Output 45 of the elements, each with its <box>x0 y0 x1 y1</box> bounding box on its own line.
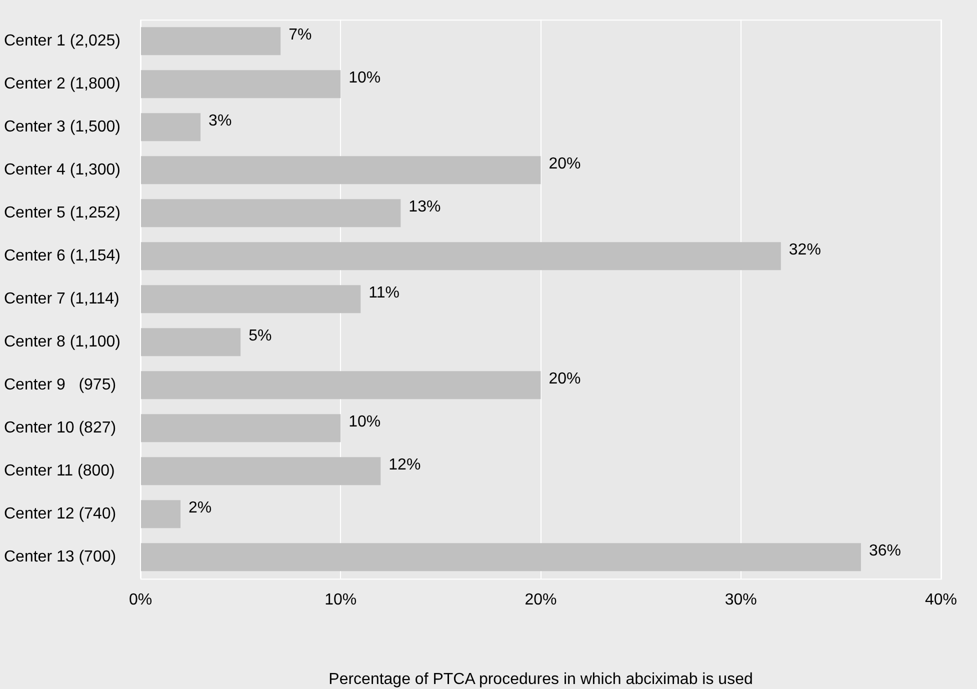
data-label: 10% <box>348 414 381 431</box>
x-tick-label: 40% <box>924 592 958 609</box>
data-label: 20% <box>548 370 581 388</box>
y-tick-label: Center 8 (1,100) <box>4 334 121 351</box>
y-tick-label: Center 6 (1,154) <box>4 248 121 265</box>
data-label: 12% <box>388 456 421 474</box>
bar <box>141 328 241 356</box>
y-tick-label: Center 3 (1,500) <box>4 118 121 136</box>
data-label: 32% <box>788 242 821 259</box>
bar <box>141 27 281 56</box>
bar <box>141 70 341 98</box>
bar <box>141 414 341 442</box>
x-tick-label: 10% <box>324 592 357 609</box>
y-tick-label: Center 7 (1,114) <box>4 290 120 308</box>
bar <box>141 113 201 142</box>
data-label: 2% <box>188 500 212 517</box>
y-tick-label: Center 10 (827) <box>4 420 116 437</box>
y-tick-label: Center 13 (700) <box>4 548 116 566</box>
data-label: 10% <box>348 70 381 87</box>
bar <box>141 285 361 314</box>
bar <box>141 199 401 228</box>
data-label: 7% <box>288 26 312 44</box>
bar <box>141 371 541 400</box>
data-label: 11% <box>368 284 400 302</box>
data-label: 3% <box>208 112 232 130</box>
bar <box>141 242 781 270</box>
x-tick-label: 0% <box>128 592 152 609</box>
bar <box>141 457 381 486</box>
data-label: 20% <box>548 156 581 173</box>
bar <box>141 156 541 184</box>
x-tick-label: 20% <box>524 592 557 609</box>
y-tick-label: Center 11 (800) <box>4 462 115 480</box>
bar <box>141 543 861 572</box>
x-axis-title: Percentage of PTCA procedures in which abciximab is used <box>328 670 753 688</box>
bar <box>141 500 181 528</box>
data-label: 5% <box>248 328 272 345</box>
y-tick-label: Center 12 (740) <box>4 506 116 523</box>
data-label: 36% <box>868 542 901 560</box>
x-tick-label: 30% <box>724 592 757 609</box>
y-tick-label: Center 4 (1,300) <box>4 162 121 179</box>
y-tick-label: Center 1 (2,025) <box>4 32 121 50</box>
y-tick-label: Center 2 (1,800) <box>4 76 121 93</box>
y-tick-label: Center 5 (1,252) <box>4 204 121 222</box>
data-label: 13% <box>408 198 441 216</box>
y-tick-label: Center 9 (975) <box>4 376 116 394</box>
